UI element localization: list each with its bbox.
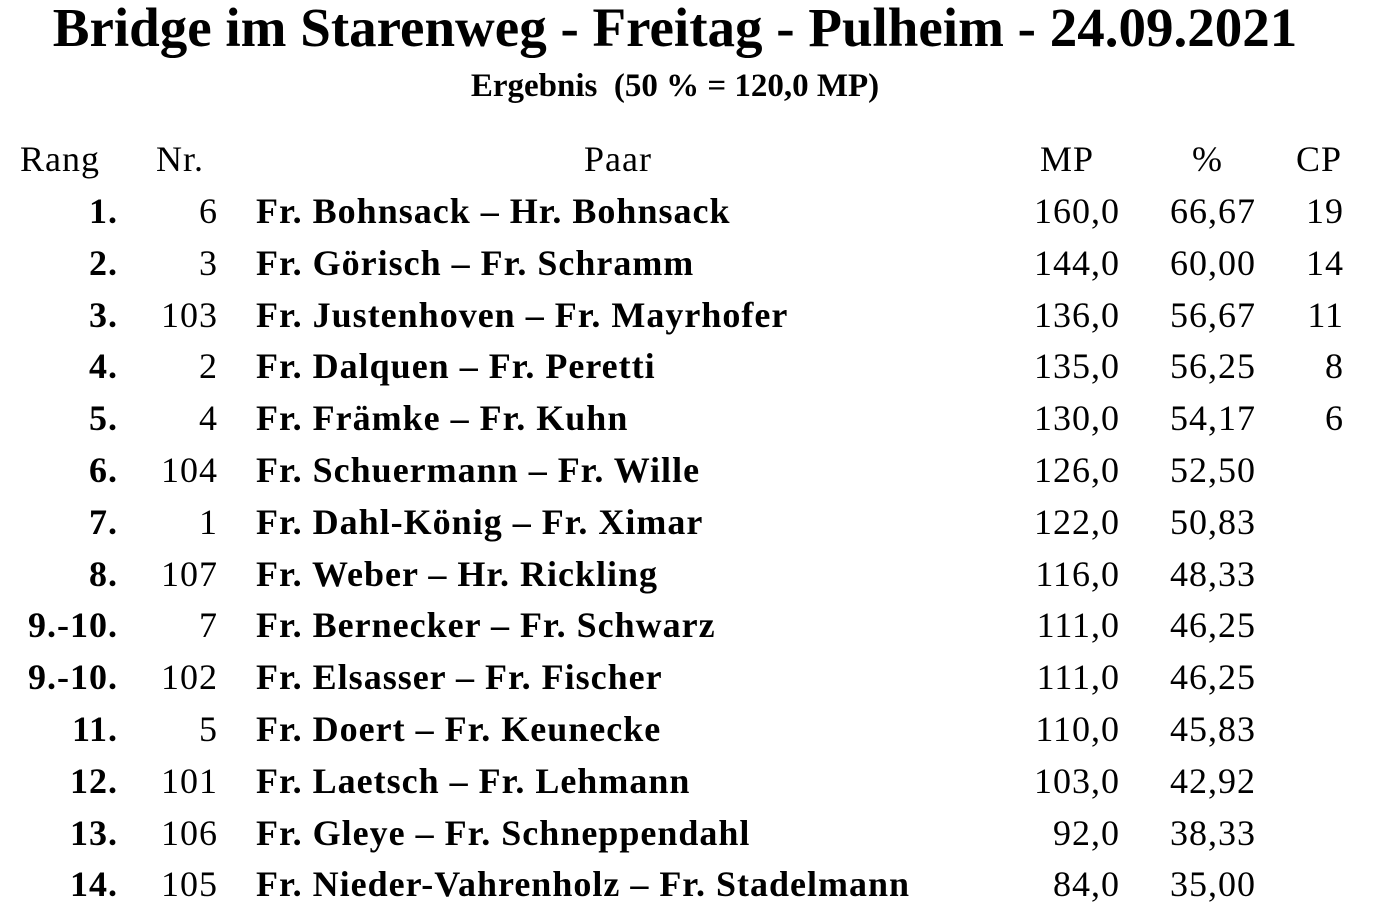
cell-paar: Fr. Nieder-Vahrenholz – Fr. Stadelmann [256,864,911,905]
cell-mp: 160,0 [1034,191,1120,231]
cell-mp: 122,0 [1034,501,1120,542]
cell-pct: 46,25 [1170,657,1256,698]
table-row: 4. 2 Fr. Dalquen – Fr. Peretti 135,0 56,25 8 [0,345,1374,397]
table-row: 11. 5 Fr. Doert – Fr. Keunecke 110,0 45,83 [0,708,1374,760]
cell-rang: 13. [70,812,118,853]
cell-mp: 92,0 [1053,812,1120,853]
cell-rang: 14. [70,864,118,905]
cell-rang: 8. [89,553,118,594]
cell-nr: 101 [161,760,218,801]
table-row: 6. 104 Fr. Schuermann – Fr. Wille 126,0 52,5… [0,449,1374,501]
cell-rang: 3. [89,294,118,335]
cell-pct: 54,17 [1170,398,1256,439]
cell-rang: 4. [89,346,118,387]
cell-pct: 38,33 [1170,812,1256,853]
cell-pct: 60,00 [1170,242,1256,283]
table-row: 9.-10. 7 Fr. Bernecker – Fr. Schwarz 111,0 4… [0,604,1374,656]
cell-pct: 66,67 [1170,191,1256,231]
table-header: Rang Nr. Paar MP % CP [0,138,1374,190]
cell-cp: 14 [1306,242,1344,283]
cell-paar: Fr. Dahl-König – Fr. Ximar [256,501,704,542]
cell-mp: 103,0 [1034,760,1120,801]
cell-rang: 12. [70,760,118,801]
table-row: 12. 101 Fr. Laetsch – Fr. Lehmann 103,0 42,9… [0,760,1374,812]
cell-pct: 45,83 [1170,709,1256,749]
header-nr: Nr. [156,139,204,179]
cell-mp: 126,0 [1034,450,1120,490]
cell-nr: 5 [199,709,218,749]
cell-mp: 136,0 [1034,294,1120,335]
cell-cp: 11 [1307,294,1344,335]
table-row: 7. 1 Fr. Dahl-König – Fr. Ximar 122,0 50,83 [0,501,1374,553]
table-row: 2. 3 Fr. Görisch – Fr. Schramm 144,0 60,00 14 [0,242,1374,294]
cell-nr: 107 [161,553,218,594]
table-row: 1. 6 Fr. Bohnsack – Hr. Bohnsack 160,0 66,67… [0,190,1374,242]
cell-mp: 84,0 [1053,864,1120,905]
cell-paar: Fr. Gleye – Fr. Schneppendahl [256,812,751,853]
cell-paar: Fr. Weber – Hr. Rickling [256,553,659,594]
header-cp: CP [1296,139,1343,179]
cell-mp: 144,0 [1034,242,1120,283]
cell-paar: Fr. Schuermann – Fr. Wille [256,450,701,490]
cell-pct: 42,92 [1170,760,1256,801]
cell-rang: 1. [89,191,118,231]
table-row: 8. 107 Fr. Weber – Hr. Rickling 116,0 48,33 [0,553,1374,605]
cell-paar: Fr. Justenhoven – Fr. Mayrhofer [256,294,789,335]
cell-paar: Fr. Laetsch – Fr. Lehmann [256,760,691,801]
cell-rang: 7. [89,501,118,542]
cell-nr: 3 [199,242,218,283]
cell-nr: 2 [199,346,218,387]
cell-pct: 46,25 [1170,605,1256,646]
cell-nr: 103 [161,294,218,335]
cell-cp: 6 [1325,398,1344,439]
cell-rang: 5. [89,398,118,439]
cell-mp: 135,0 [1034,346,1120,387]
cell-pct: 56,25 [1170,346,1256,387]
table-row: 13. 106 Fr. Gleye – Fr. Schneppendahl 92,0 3… [0,812,1374,864]
cell-mp: 110,0 [1035,709,1120,749]
cell-paar: Fr. Elsasser – Fr. Fischer [256,657,663,698]
header-pct: % [1192,139,1223,179]
cell-cp: 19 [1306,191,1344,231]
cell-mp: 130,0 [1034,398,1120,439]
cell-paar: Fr. Dalquen – Fr. Peretti [256,346,656,387]
cell-nr: 1 [199,501,218,542]
page-title: Bridge im Starenweg - Freitag - Pulheim … [52,0,1298,58]
cell-nr: 4 [199,398,218,439]
header-mp: MP [1040,139,1095,179]
cell-nr: 6 [199,191,218,231]
header-paar: Paar [584,139,652,179]
cell-nr: 102 [161,657,218,698]
cell-rang: 11. [71,709,118,749]
cell-paar: Fr. Främke – Fr. Kuhn [256,398,629,439]
cell-cp: 8 [1325,346,1344,387]
table-row: 3. 103 Fr. Justenhoven – Fr. Mayrhofer 136,… [0,294,1374,346]
cell-paar: Fr. Bernecker – Fr. Schwarz [256,605,716,646]
table-row: 5. 4 Fr. Främke – Fr. Kuhn 130,0 54,17 6 [0,397,1374,449]
cell-rang: 9.-10. [28,605,118,646]
page-subtitle: Ergebnis (50 % = 120,0 MP) [470,68,880,104]
cell-pct: 35,00 [1170,864,1256,905]
cell-pct: 52,50 [1170,450,1256,490]
cell-nr: 106 [161,812,218,853]
cell-nr: 105 [161,864,218,905]
table-row: 9.-10. 102 Fr. Elsasser – Fr. Fischer 111,0… [0,656,1374,708]
table-row: 14. 105 Fr. Nieder-Vahrenholz – Fr. Stadel… [0,863,1374,915]
cell-rang: 6. [89,450,118,490]
cell-rang: 2. [89,242,118,283]
cell-mp: 111,0 [1036,605,1120,646]
cell-pct: 50,83 [1170,501,1256,542]
cell-paar: Fr. Doert – Fr. Keunecke [256,709,662,749]
cell-paar: Fr. Bohnsack – Hr. Bohnsack [256,191,731,231]
cell-rang: 9.-10. [28,657,118,698]
cell-paar: Fr. Görisch – Fr. Schramm [256,242,695,283]
cell-nr: 7 [199,605,218,646]
cell-pct: 56,67 [1170,294,1256,335]
cell-mp: 111,0 [1036,657,1120,698]
cell-mp: 116,0 [1035,553,1120,594]
header-rang: Rang [20,139,100,179]
cell-nr: 104 [161,450,218,490]
cell-pct: 48,33 [1170,553,1256,594]
